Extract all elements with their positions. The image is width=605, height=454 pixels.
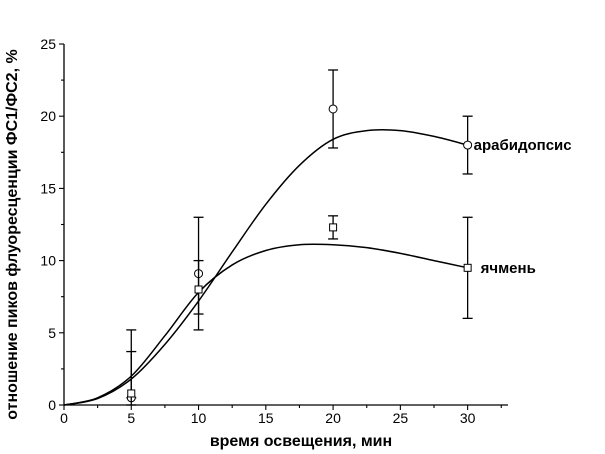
x-tick-label: 30: [460, 410, 476, 426]
data-point-arabidopsis: [463, 140, 473, 150]
data-point-barley: [463, 263, 472, 272]
x-tick-label: 5: [127, 410, 135, 426]
y-tick-label: 20: [40, 108, 56, 124]
data-point-barley: [194, 285, 203, 294]
data-point-arabidopsis: [328, 104, 338, 114]
series-label-arabidopsis: арабидопсис: [474, 137, 572, 154]
x-tick-label: 0: [60, 410, 68, 426]
data-point-barley: [329, 223, 338, 232]
x-tick-label: 25: [393, 410, 409, 426]
y-tick-label: 5: [48, 325, 56, 341]
fit-curve-arabidopsis: [63, 128, 468, 406]
data-point-barley: [127, 389, 136, 398]
y-tick-label: 15: [40, 180, 56, 196]
y-tick-label: 10: [40, 253, 56, 269]
y-axis-title: отношение пиков флуоресценции ФС1/ФС2, %: [4, 49, 21, 419]
x-tick-label: 15: [258, 410, 274, 426]
y-tick-label: 0: [48, 397, 56, 413]
x-tick-label: 20: [325, 410, 341, 426]
x-axis-title: время освещения, мин: [210, 433, 392, 450]
series-label-barley: ячмень: [481, 260, 536, 277]
x-tick-label: 10: [191, 410, 207, 426]
y-tick-label: 25: [40, 36, 56, 52]
plot-area: 0 5 10 15 20 25 30 0 5 10 15 20 25 арабидопсис ячмень: [40, 36, 571, 426]
fit-curve-barley: [63, 243, 468, 406]
